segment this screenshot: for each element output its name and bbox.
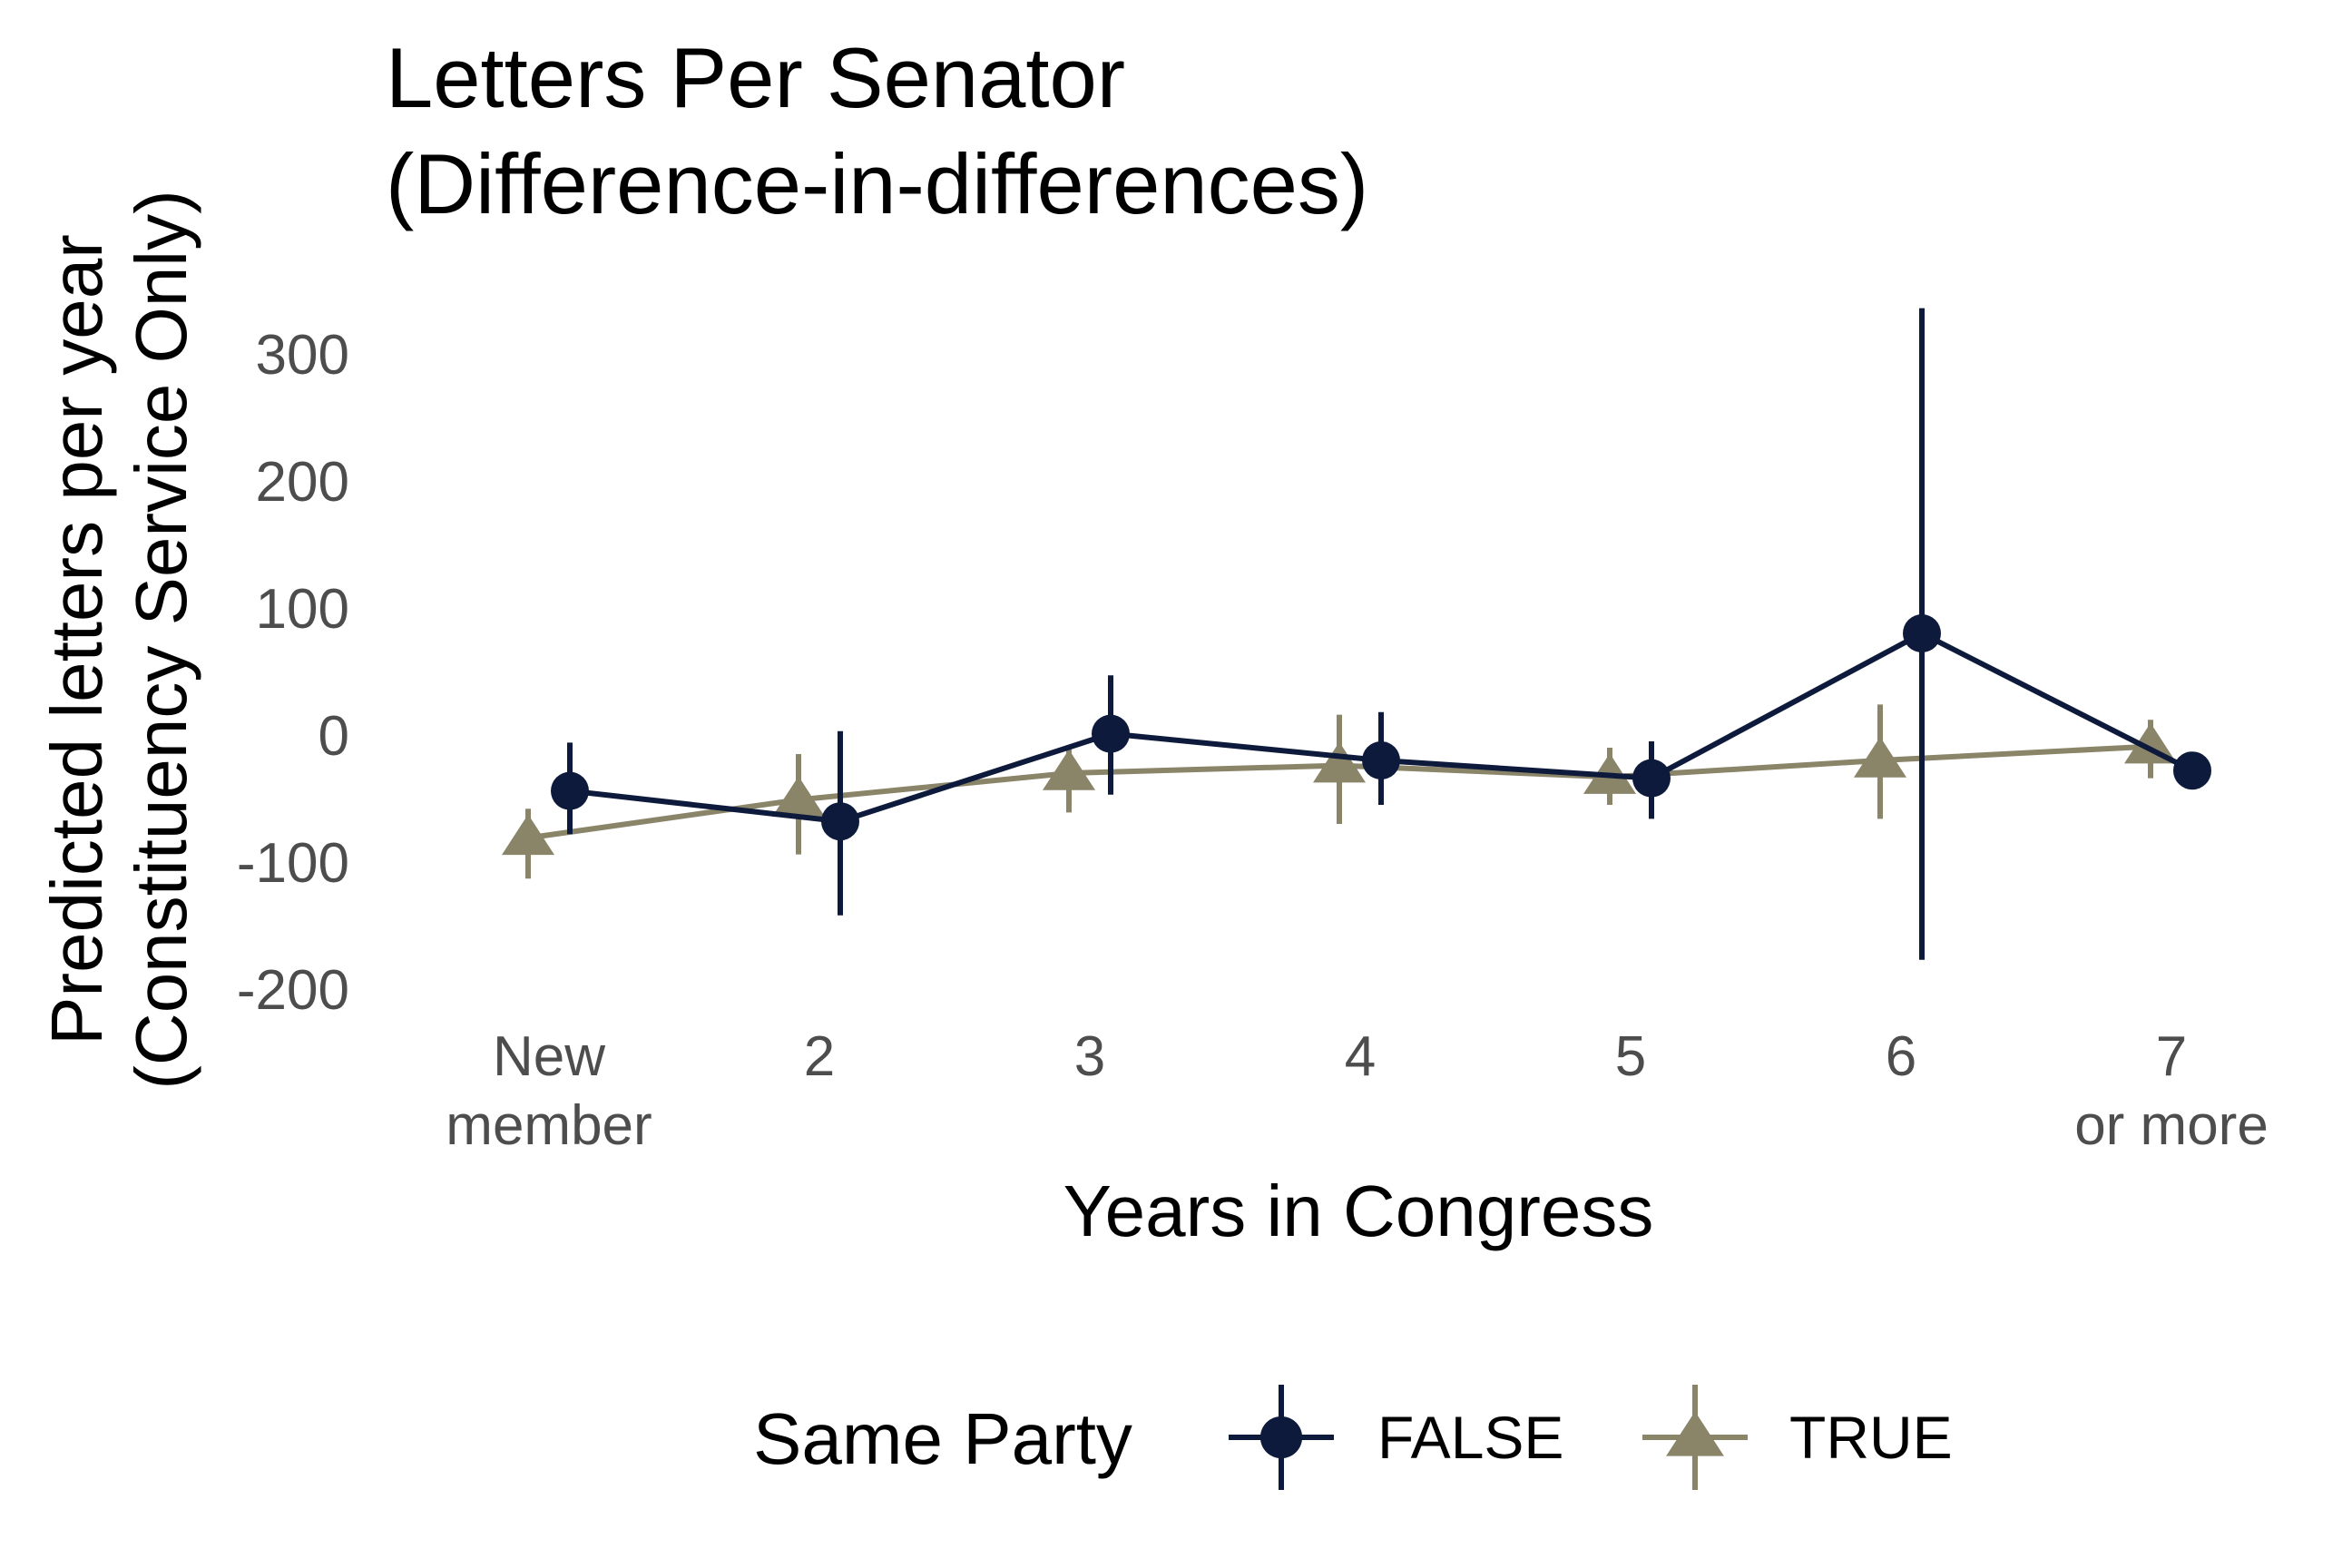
legend-title: Same Party [753,1398,1132,1479]
data-point [772,776,825,818]
legend-items: FALSE TRUE [1229,1385,1953,1490]
y-tick-label: -200 [237,959,349,1022]
data-point [1854,737,1906,778]
y-tick-label: 100 [256,578,349,641]
data-point [2173,751,2211,790]
data-point [1043,750,1095,790]
legend-item-true: TRUE [1642,1385,1953,1490]
y-tick-label: -100 [237,832,349,895]
legend-key-marker [1666,1411,1724,1456]
legend: Same Party FALSE TRUE [753,1385,1953,1490]
y-axis-title-line-2: (Constituency Service Only) [121,190,201,1089]
x-tick-label: New [493,1025,605,1088]
x-tick-label: 5 [1615,1025,1646,1088]
x-tick-label: 4 [1345,1025,1376,1088]
data-point [1092,714,1130,753]
x-tick-label: 3 [1074,1025,1105,1088]
data-point [1632,759,1671,798]
series-true [502,704,2177,879]
legend-label: FALSE [1377,1404,1563,1471]
x-tick-label: 7 [2156,1025,2187,1088]
data-point [1903,614,1941,652]
y-tick-label: 0 [318,705,349,768]
x-tick-label: member [446,1094,652,1157]
legend-label: TRUE [1789,1404,1953,1471]
x-axis-title: Years in Congress [1063,1171,1654,1251]
y-tick-label: 300 [256,324,349,387]
x-tick-label: 2 [804,1025,835,1088]
legend-item-false: FALSE [1229,1385,1563,1490]
data-point [551,771,589,810]
x-tick-label: 6 [1886,1025,1916,1088]
legend-key-marker [1259,1416,1303,1459]
data-point [821,802,859,841]
y-axis-ticks: 300 200 100 0 -100 -200 [237,324,349,1022]
x-tick-label: or more [2074,1094,2269,1157]
data-point [1313,741,1366,783]
chart-title: Letters Per Senator (Difference-in-diffe… [386,30,1368,231]
y-axis-title: Predicted letters per year (Constituency… [36,190,201,1089]
chart-title-line-1: Letters Per Senator [386,30,1125,125]
chart-title-line-2: (Difference-in-differences) [386,136,1368,231]
plot-area [502,308,2211,960]
data-point [502,814,554,856]
series-false [551,308,2211,960]
data-point [1362,741,1400,779]
y-axis-title-line-1: Predicted letters per year [36,234,117,1045]
y-tick-label: 200 [256,451,349,514]
